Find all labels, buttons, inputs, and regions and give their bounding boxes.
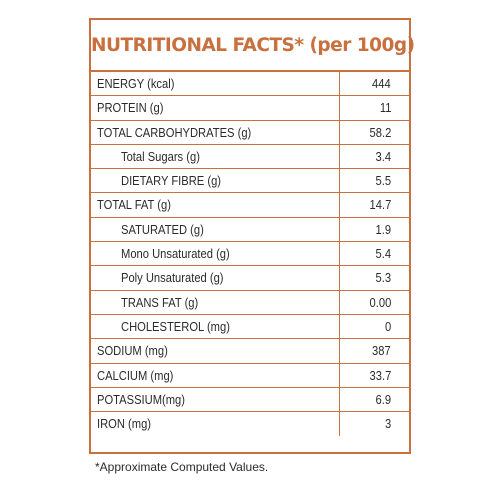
column-divider bbox=[339, 314, 341, 339]
column-divider bbox=[339, 169, 341, 193]
nutrient-label: Poly Unsaturated (g) bbox=[121, 270, 224, 286]
nutrient-row: CALCIUM (mg) 33.7 bbox=[91, 363, 409, 388]
nutrient-value: 5.3 bbox=[375, 270, 391, 286]
nutrient-row: TOTAL FAT (g) 14.7 bbox=[91, 193, 409, 218]
column-divider bbox=[339, 96, 341, 120]
nutrient-label: SATURATED (g) bbox=[121, 221, 204, 237]
nutrient-row: DIETARY FIBRE (g) 5.5 bbox=[91, 169, 409, 194]
nutrition-facts-panel: NUTRITIONAL FACTS* (per 100g) ENERGY (kc… bbox=[89, 18, 415, 454]
nutrient-value: 6.9 bbox=[375, 391, 391, 407]
nutrient-row: SODIUM (mg) 387 bbox=[91, 339, 409, 364]
column-divider bbox=[339, 144, 341, 169]
column-divider bbox=[339, 339, 341, 363]
nutrition-title: NUTRITIONAL FACTS* (per 100g) bbox=[91, 35, 415, 56]
nutrient-value: 33.7 bbox=[369, 367, 391, 383]
nutrient-value: 3 bbox=[384, 416, 391, 432]
nutrient-row: PROTEIN (g) 11 bbox=[91, 96, 409, 121]
nutrient-value: 1.9 bbox=[375, 221, 391, 237]
nutrient-value: 387 bbox=[372, 343, 391, 359]
nutrient-label: Total Sugars (g) bbox=[121, 148, 200, 164]
nutrient-label: TOTAL CARBOHYDRATES (g) bbox=[97, 124, 252, 140]
nutrient-value: 58.2 bbox=[369, 124, 391, 140]
nutrient-value: 444 bbox=[372, 76, 391, 91]
nutrient-label: POTASSIUM(mg) bbox=[97, 391, 186, 407]
nutrient-row: IRON (mg) 3 bbox=[91, 412, 409, 437]
column-divider bbox=[339, 217, 341, 242]
footnote: *Approximate Computed Values. bbox=[95, 460, 269, 474]
nutrient-value: 11 bbox=[379, 100, 391, 116]
column-divider bbox=[339, 412, 341, 437]
nutrient-value: 0 bbox=[384, 318, 391, 334]
nutrient-row: SATURATED (g) 1.9 bbox=[91, 217, 409, 243]
nutrient-row: TOTAL CARBOHYDRATES (g) 58.2 bbox=[91, 120, 409, 145]
column-divider bbox=[339, 363, 341, 387]
nutrient-label: IRON (mg) bbox=[97, 416, 152, 432]
column-divider bbox=[339, 387, 341, 412]
nutrient-label: TRANS FAT (g) bbox=[121, 294, 199, 310]
nutrient-label: CHOLESTEROL (mg) bbox=[121, 318, 230, 334]
nutrient-row: TRANS FAT (g) 0.00 bbox=[91, 290, 409, 315]
nutrient-value: 3.4 bbox=[375, 148, 391, 164]
column-divider bbox=[339, 72, 341, 96]
column-divider bbox=[339, 290, 341, 314]
nutrient-label: SODIUM (mg) bbox=[97, 343, 168, 359]
nutrient-value: 0.00 bbox=[369, 294, 391, 310]
column-divider bbox=[339, 242, 341, 266]
nutrient-value: 5.4 bbox=[375, 246, 391, 262]
nutrient-label: DIETARY FIBRE (g) bbox=[121, 173, 222, 189]
nutrient-table: ENERGY (kcal) 444 PROTEIN (g) 11 TOTAL CARBO… bbox=[91, 72, 409, 437]
column-divider bbox=[339, 266, 341, 290]
nutrient-value: 14.7 bbox=[369, 197, 391, 213]
nutrient-row: Poly Unsaturated (g) 5.3 bbox=[91, 266, 409, 291]
nutrient-row: Mono Unsaturated (g) 5.4 bbox=[91, 242, 409, 267]
column-divider bbox=[339, 193, 341, 217]
nutrient-row: ENERGY (kcal) 444 bbox=[91, 72, 409, 97]
nutrient-row: POTASSIUM(mg) 6.9 bbox=[91, 387, 409, 413]
nutrient-row: CHOLESTEROL (mg) 0 bbox=[91, 314, 409, 340]
nutrient-label: ENERGY (kcal) bbox=[97, 76, 175, 91]
nutrient-value: 5.5 bbox=[375, 173, 391, 189]
column-divider bbox=[339, 120, 341, 144]
nutrient-label: PROTEIN (g) bbox=[97, 100, 164, 116]
nutrient-row: Total Sugars (g) 3.4 bbox=[91, 144, 409, 170]
nutrient-label: CALCIUM (mg) bbox=[97, 367, 174, 383]
nutrient-label: TOTAL FAT (g) bbox=[97, 197, 171, 213]
title-divider bbox=[91, 70, 409, 72]
nutrient-label: Mono Unsaturated (g) bbox=[121, 246, 230, 262]
